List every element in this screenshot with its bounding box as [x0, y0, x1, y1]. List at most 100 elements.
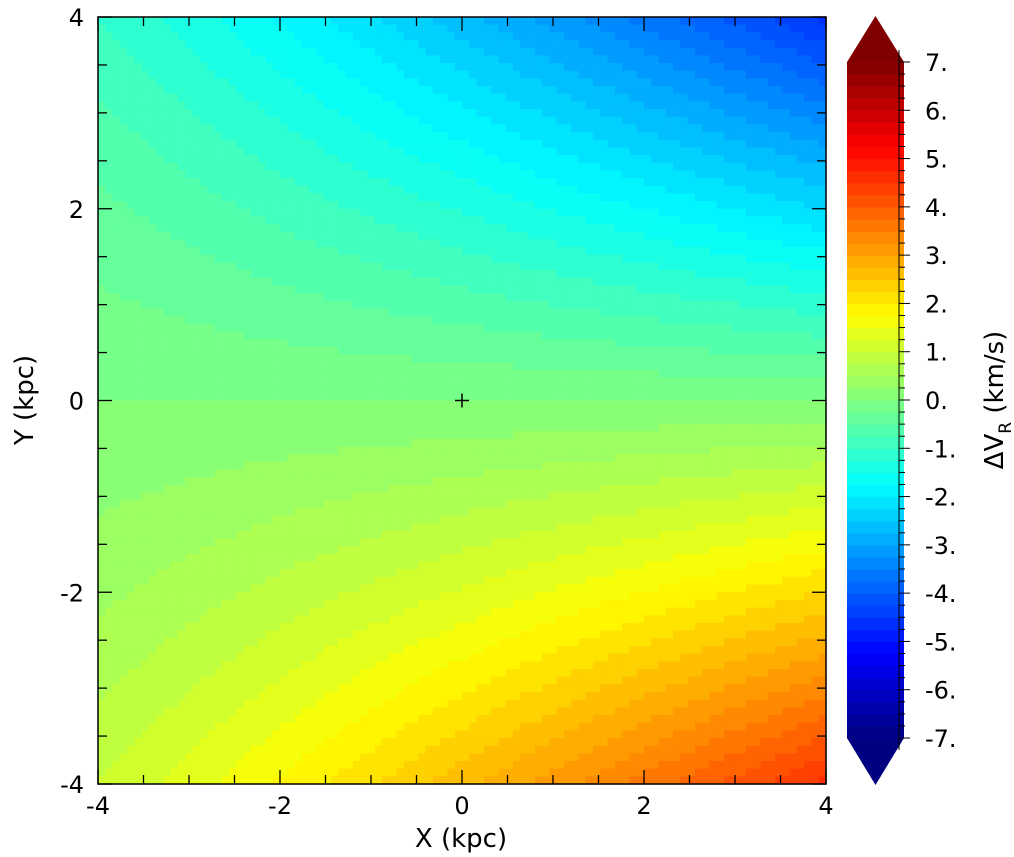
- heatmap-cell: [352, 55, 361, 64]
- heatmap-cell: [301, 768, 310, 777]
- heatmap-cell: [432, 515, 441, 524]
- heatmap-cell: [229, 530, 237, 540]
- heatmap-cell: [148, 546, 157, 555]
- heatmap-cell: [411, 661, 419, 670]
- heatmap-cell: [170, 339, 179, 348]
- heatmap-cell: [141, 423, 150, 432]
- heatmap-cell: [98, 615, 106, 624]
- heatmap-cell: [112, 17, 121, 26]
- heatmap-cell: [221, 431, 230, 440]
- heatmap-cell: [280, 208, 288, 218]
- heatmap-cell: [250, 477, 259, 486]
- heatmap-cell: [98, 262, 106, 271]
- heatmap-cell: [134, 408, 143, 417]
- heatmap-cell: [294, 47, 303, 56]
- heatmap-cell: [236, 561, 245, 570]
- heatmap-cell: [411, 484, 419, 494]
- heatmap-cell: [265, 530, 274, 540]
- heatmap-cell: [236, 178, 245, 187]
- heatmap-cell: [170, 530, 179, 540]
- heatmap-cell: [229, 753, 237, 762]
- heatmap-cell: [236, 446, 245, 455]
- heatmap-cell: [345, 615, 354, 624]
- heatmap-cell: [280, 116, 288, 125]
- heatmap-cell: [243, 500, 252, 509]
- heatmap-cell: [367, 454, 376, 463]
- heatmap-cell: [250, 254, 259, 264]
- heatmap-cell: [148, 408, 157, 417]
- heatmap-cell: [440, 523, 449, 532]
- heatmap-cell: [294, 469, 303, 478]
- heatmap-cell: [105, 201, 114, 210]
- heatmap-cell: [374, 653, 383, 662]
- heatmap-cell: [316, 193, 325, 202]
- heatmap-cell: [156, 461, 165, 471]
- heatmap-cell: [258, 500, 267, 509]
- heatmap-cell: [272, 185, 281, 195]
- heatmap-cell: [352, 86, 361, 95]
- heatmap-cell: [309, 676, 317, 685]
- heatmap-cell: [258, 553, 267, 563]
- heatmap-cell: [221, 515, 230, 524]
- heatmap-cell: [250, 469, 259, 478]
- heatmap-cell: [148, 760, 157, 770]
- heatmap-cell: [156, 377, 165, 386]
- heatmap-cell: [170, 661, 179, 670]
- heatmap-cell: [330, 630, 339, 639]
- heatmap-cell: [229, 477, 237, 486]
- heatmap-cell: [221, 316, 230, 325]
- heatmap-cell: [214, 423, 223, 432]
- heatmap-cell: [243, 162, 252, 171]
- heatmap-cell: [156, 431, 165, 440]
- heatmap-cell: [243, 753, 252, 762]
- heatmap-cell: [374, 699, 383, 708]
- heatmap-cell: [105, 162, 114, 171]
- heatmap-cell: [374, 546, 383, 555]
- heatmap-cell: [265, 331, 274, 340]
- heatmap-cell: [229, 653, 237, 662]
- heatmap-cell: [440, 377, 449, 386]
- heatmap-cell: [418, 622, 427, 632]
- heatmap-cell: [432, 70, 441, 79]
- heatmap-cell: [389, 147, 398, 156]
- heatmap-cell: [403, 270, 412, 279]
- heatmap-cell: [287, 760, 296, 770]
- heatmap-cell: [236, 116, 245, 125]
- heatmap-cell: [148, 316, 157, 325]
- heatmap-cell: [272, 239, 281, 248]
- heatmap-cell: [236, 155, 245, 164]
- heatmap-cell: [316, 638, 325, 647]
- heatmap-cell: [338, 599, 347, 609]
- heatmap-cell: [134, 569, 143, 578]
- heatmap-cell: [309, 653, 317, 662]
- heatmap-cell: [105, 776, 114, 785]
- heatmap-cell: [411, 599, 419, 609]
- heatmap-cell: [323, 538, 332, 547]
- heatmap-cell: [207, 714, 216, 724]
- heatmap-cell: [221, 132, 230, 141]
- heatmap-cell: [396, 124, 405, 133]
- heatmap-cell: [389, 714, 398, 724]
- heatmap-cell: [112, 185, 121, 195]
- heatmap-cell: [323, 147, 332, 156]
- heatmap-cell: [134, 17, 143, 26]
- heatmap-cell: [287, 477, 296, 486]
- heatmap-cell: [214, 661, 223, 670]
- heatmap-cell: [418, 768, 427, 777]
- heatmap-cell: [265, 622, 274, 632]
- heatmap-cell: [454, 408, 463, 417]
- heatmap-cell: [418, 615, 427, 624]
- heatmap-cell: [280, 684, 288, 693]
- heatmap-cell: [330, 622, 339, 632]
- heatmap-cell: [418, 70, 427, 79]
- heatmap-cell: [301, 247, 310, 256]
- heatmap-cell: [396, 55, 405, 64]
- heatmap-cell: [170, 55, 179, 64]
- heatmap-cell: [440, 408, 449, 417]
- heatmap-cell: [323, 645, 332, 655]
- heatmap-cell: [207, 431, 216, 440]
- heatmap-cell: [389, 630, 398, 639]
- heatmap-cell: [105, 354, 114, 363]
- heatmap-cell: [98, 377, 106, 386]
- heatmap-cell: [258, 523, 267, 532]
